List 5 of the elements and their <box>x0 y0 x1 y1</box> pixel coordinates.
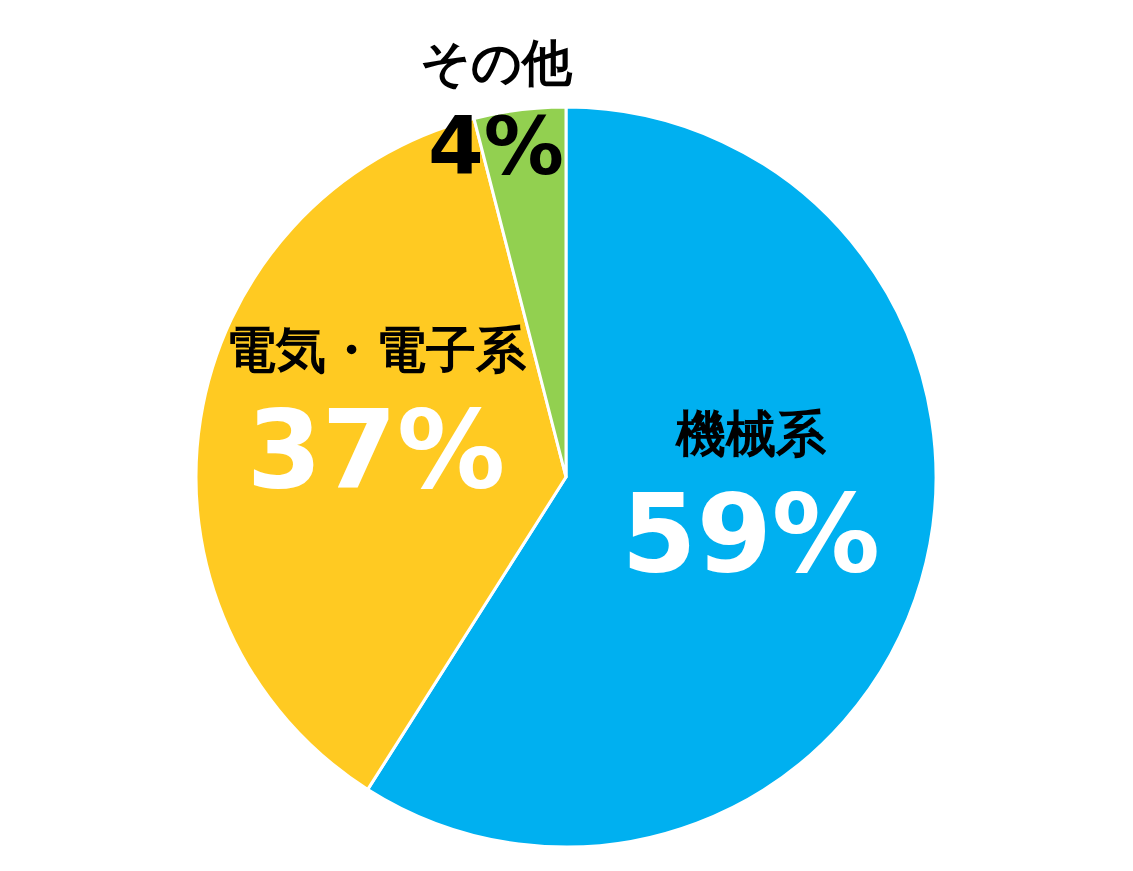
slice-label: 電気・電子系 <box>225 320 527 379</box>
slice-label: 機械系 <box>673 404 827 463</box>
slice-label: その他 <box>419 34 573 92</box>
data-label: 59% <box>621 470 881 596</box>
data-label: 37% <box>246 386 506 512</box>
